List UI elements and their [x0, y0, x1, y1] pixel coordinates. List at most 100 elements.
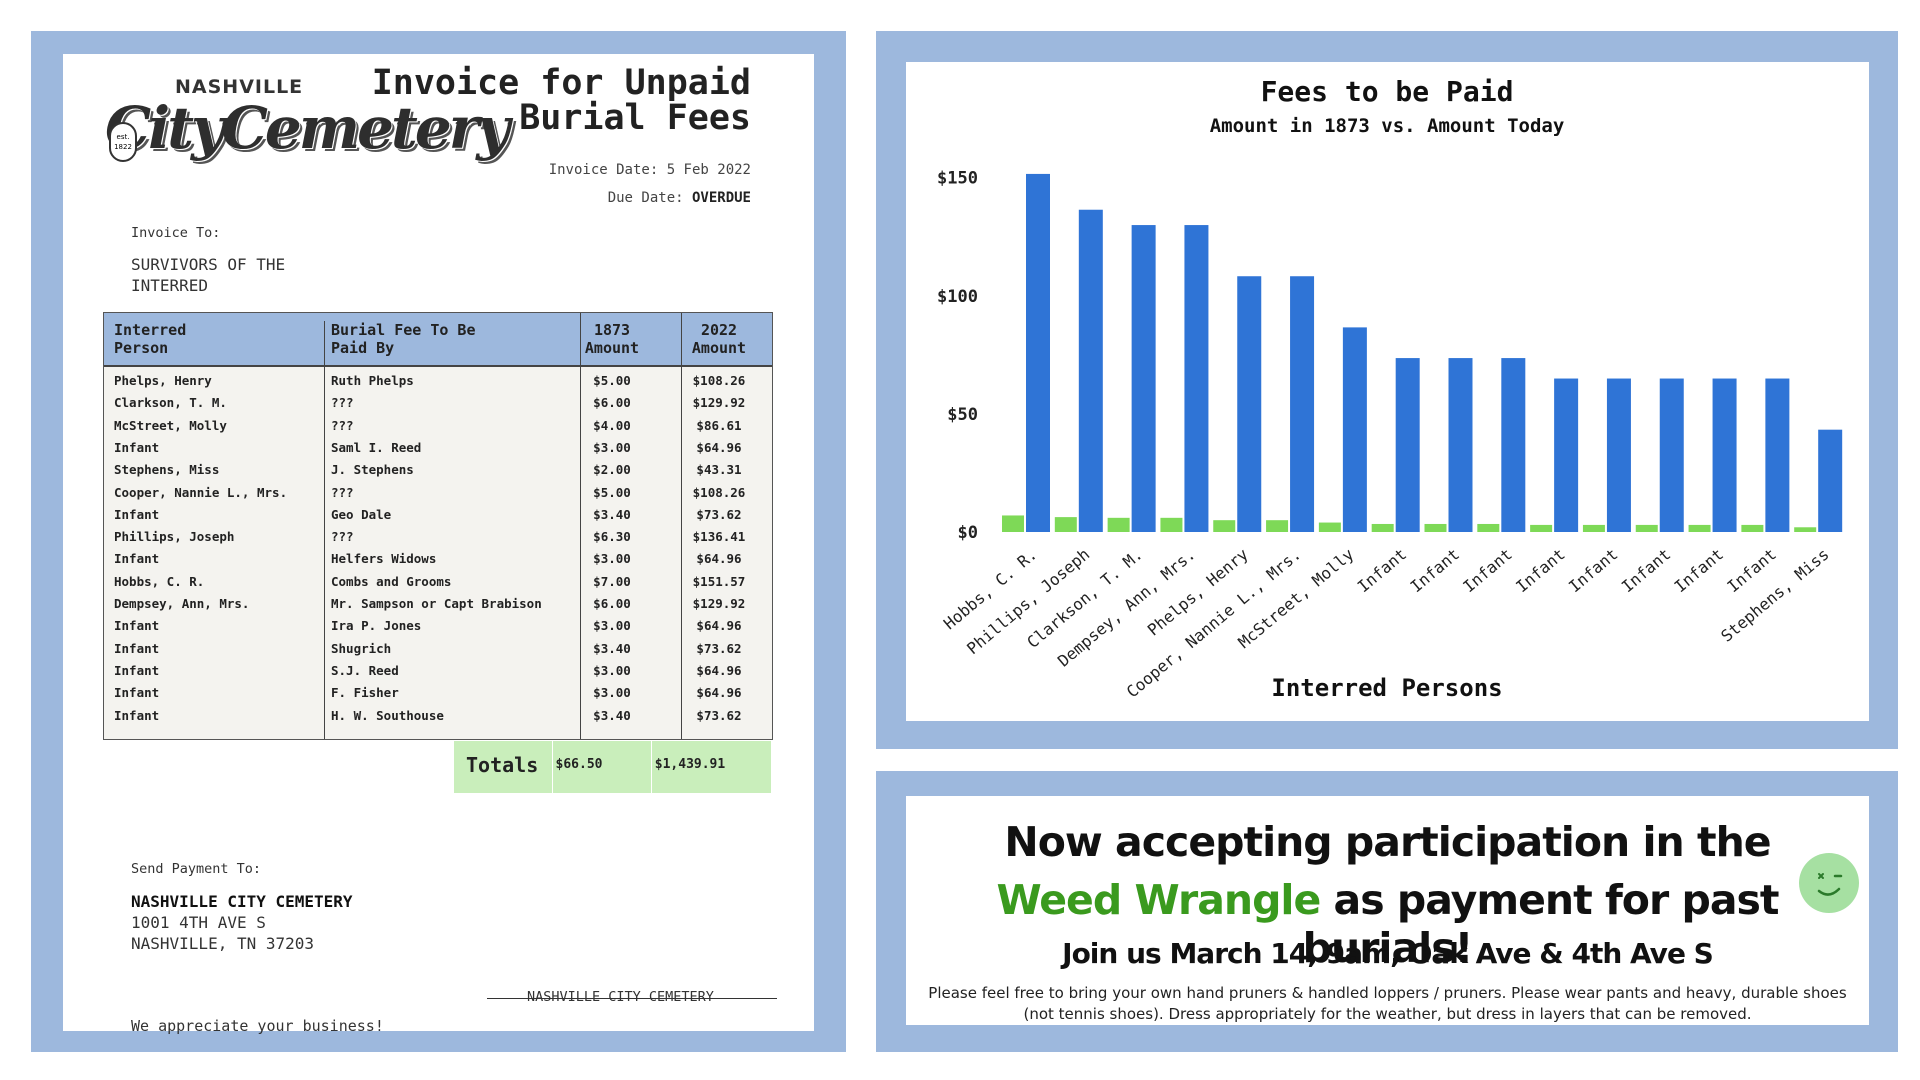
amount-2022: $64.96 — [696, 618, 742, 634]
interred-name: Stephens, Miss — [114, 462, 220, 478]
header-interred-person: Interred Person — [114, 321, 186, 357]
payer-name: Combs and Grooms — [331, 573, 452, 589]
invoice-date: Invoice Date: 5 Feb 2022 — [549, 162, 751, 178]
invoice-panel: NASHVILLE CityCemetery est. 1822 Invoice… — [31, 31, 846, 1052]
y-tick-label: $100 — [937, 287, 978, 307]
amount-1873: $3.00 — [593, 618, 631, 634]
amount-1873: $3.00 — [593, 662, 631, 678]
interred-name: Infant — [114, 618, 160, 634]
promo-headline-line1: Now accepting participation in the — [1004, 818, 1771, 866]
bar-2022 — [1184, 225, 1209, 532]
payer-name: ??? — [331, 529, 354, 545]
bar-2022 — [1606, 378, 1631, 532]
amount-1873: $3.40 — [593, 506, 631, 522]
table-row: Infant Shugrich $3.40 $73.62 — [104, 641, 772, 663]
bar-2022 — [1395, 358, 1420, 532]
total-1873: $66.50 — [555, 757, 603, 772]
table-row: McStreet, Molly??? $4.00 $86.61 — [104, 418, 772, 440]
y-tick-label: $50 — [947, 405, 978, 425]
x-tick-label: Infant — [1618, 545, 1674, 597]
amount-1873: $3.00 — [593, 439, 631, 455]
bar-2022 — [1765, 378, 1790, 532]
payer-name: Helfers Widows — [331, 551, 437, 567]
interred-name: Infant — [114, 439, 160, 455]
bar-1873 — [1002, 515, 1024, 532]
amount-1873: $6.30 — [593, 529, 631, 545]
bar-2022 — [1290, 276, 1315, 532]
payer-name: Mr. Sampson or Capt Brabison — [331, 596, 542, 611]
x-tick-label: Infant — [1671, 545, 1727, 597]
total-2022: $1,439.91 — [654, 757, 726, 772]
bar-1873 — [1160, 517, 1183, 532]
payer-name: ??? — [331, 417, 354, 433]
chart-panel: Fees to be Paid Amount in 1873 vs. Amoun… — [876, 31, 1898, 749]
x-axis-label: Interred Persons — [1271, 674, 1502, 702]
header-text: 2022 — [700, 321, 738, 339]
payee-street: 1001 4TH AVE S — [131, 913, 266, 932]
promo-instructions: Please feel free to bring your own hand … — [928, 984, 1847, 1023]
bar-1873 — [1054, 517, 1077, 532]
invoice-to-label: Invoice To: — [131, 225, 221, 241]
invoice-date-value: 5 Feb 2022 — [666, 162, 751, 178]
weed-wrangle-highlight: Weed Wrangle — [996, 876, 1321, 924]
bar-1873 — [1371, 523, 1394, 532]
payer-name: Geo Dale — [331, 506, 392, 522]
signature-line — [487, 998, 777, 999]
x-tick-label: Infant — [1512, 545, 1568, 597]
interred-name: Dempsey, Ann, Mrs. — [114, 596, 250, 611]
amount-2022: $43.31 — [696, 462, 742, 478]
amount-1873: $3.00 — [593, 685, 631, 701]
amount-2022: $64.96 — [696, 551, 742, 567]
bar-1873 — [1582, 524, 1605, 532]
promo-headline-line2: Weed Wrangle as payment for past burials… — [906, 876, 1869, 972]
invoice-to-line1: SURVIVORS OF THE — [131, 255, 286, 274]
y-tick-label: $0 — [958, 523, 978, 543]
bar-2022 — [1131, 225, 1156, 532]
bar-1873 — [1530, 524, 1553, 532]
fees-table-body: Phelps, Henry Ruth Phelps $5.00 $108.26 Clar… — [104, 367, 772, 739]
payer-name: Shugrich — [331, 640, 392, 656]
column-divider — [681, 367, 682, 739]
amount-1873: $6.00 — [593, 395, 631, 411]
interred-name: Infant — [114, 640, 160, 656]
bar-2022 — [1237, 276, 1262, 532]
amount-2022: $108.26 — [692, 484, 746, 500]
amount-2022: $108.26 — [692, 373, 746, 388]
invoice-to-address: SURVIVORS OF THE INTERRED — [131, 254, 285, 296]
invoice-date-label: Invoice Date: — [548, 162, 659, 178]
fees-table: Interred Person Burial Fee To Be Paid By… — [103, 312, 773, 740]
bar-1873 — [1794, 527, 1817, 532]
bar-2022 — [1659, 378, 1684, 532]
chart-subtitle: Amount in 1873 vs. Amount Today — [1210, 115, 1565, 137]
amount-2022: $64.96 — [696, 662, 742, 678]
amount-2022: $129.92 — [692, 596, 746, 611]
payer-name: F. Fisher — [331, 685, 399, 701]
amount-1873: $4.00 — [593, 417, 631, 433]
header-text: 1873 — [593, 321, 631, 339]
invoice-title-line2: Burial Fees — [519, 98, 751, 138]
totals-label: Totals — [466, 753, 539, 777]
bar-1873 — [1741, 524, 1764, 532]
fees-table-header: Interred Person Burial Fee To Be Paid By… — [104, 313, 772, 367]
column-divider — [651, 741, 652, 793]
table-row: Infant Saml I. Reed $3.00 $64.96 — [104, 440, 772, 462]
due-date-label: Due Date: — [607, 190, 684, 206]
header-text: Interred — [114, 321, 187, 339]
header-text: Paid By — [331, 339, 395, 357]
table-row: Infant Helfers Widows $3.00 $64.96 — [104, 551, 772, 573]
invoice-title-line1: Invoice for Unpaid — [371, 63, 751, 103]
column-divider — [552, 741, 553, 793]
promo-event-details: Join us March 14, 9am, Oak Ave & 4th Ave… — [1062, 937, 1714, 970]
column-divider — [580, 367, 581, 739]
payer-name: J. Stephens — [331, 462, 414, 478]
amount-2022: $64.96 — [696, 685, 742, 701]
promo-headline-rest: as payment for past burials! — [1302, 876, 1780, 972]
header-text: Amount — [584, 339, 640, 357]
y-tick-label: $150 — [937, 169, 978, 189]
payee-city: NASHVILLE, TN 37203 — [131, 934, 315, 953]
bar-1873 — [1107, 517, 1130, 532]
table-row: Infant Geo Dale $3.40 $73.62 — [104, 507, 772, 529]
amount-2022: $73.62 — [696, 506, 742, 522]
payee-name: NASHVILLE CITY CEMETERY — [131, 892, 353, 911]
